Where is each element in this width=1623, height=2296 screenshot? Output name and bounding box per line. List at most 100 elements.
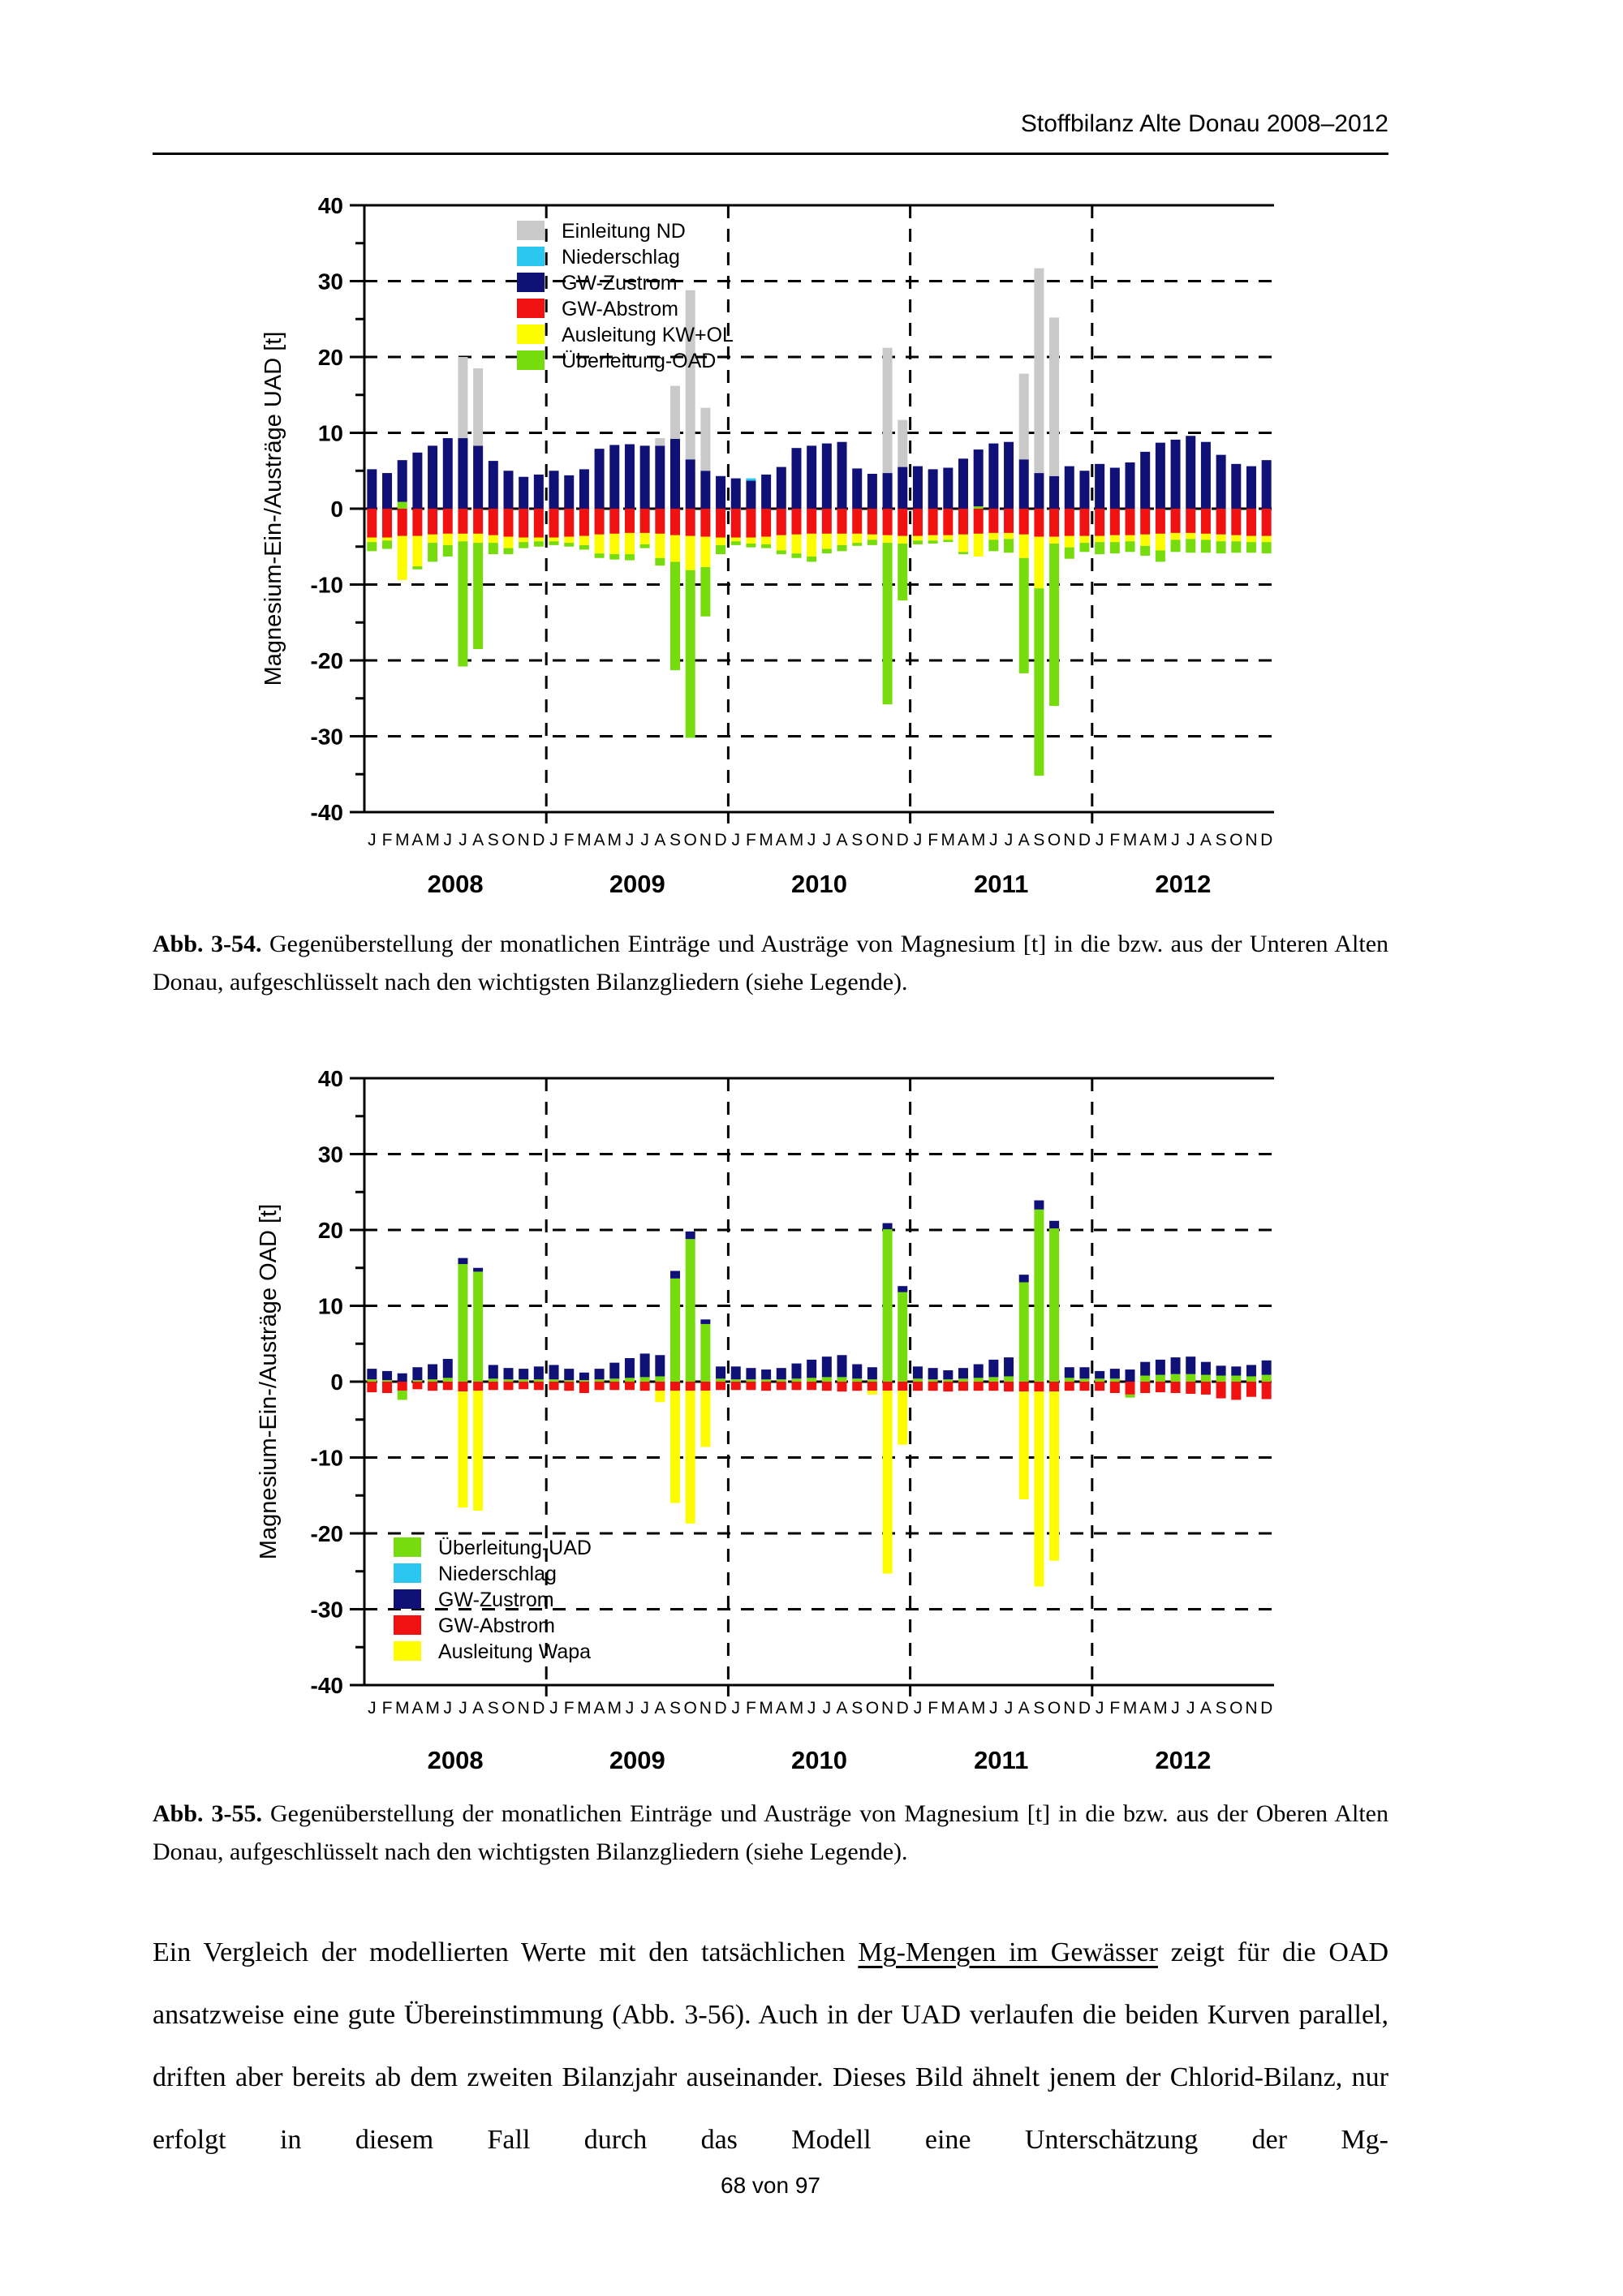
bar-segment [1170,439,1181,509]
bar-segment [1140,1375,1151,1382]
bar-segment [670,1391,681,1503]
bar-segment [488,535,498,544]
bar-segment [594,509,605,535]
bar-segment [549,471,559,509]
bar-segment [458,541,468,667]
y-tick-label: 10 [318,421,343,446]
bar-segment [655,445,665,509]
bar-segment [1155,533,1165,551]
year-label: 2010 [791,870,847,898]
bar-segment [1231,1382,1242,1400]
legend-swatch [394,1641,421,1661]
bar-segment [655,1355,665,1377]
bar-segment [412,452,423,509]
bar-segment [1216,534,1226,542]
bar-segment [1034,1391,1044,1587]
bar-segment [397,1373,407,1382]
bar-segment [1049,1391,1060,1561]
bar-segment [776,1382,786,1391]
month-label: S [1216,1699,1227,1718]
bar-segment [1079,535,1090,544]
bar-segment [1034,1200,1044,1210]
month-label: M [759,1699,773,1718]
bar-segment [533,1366,544,1380]
bar-segment [1186,539,1196,553]
bar-segment [412,509,423,536]
bar-segment [776,1368,786,1380]
bar-segment [1079,1378,1090,1382]
bar-segment [609,1378,620,1382]
bar-segment [700,407,711,471]
paragraph-segment: Ein Vergleich der modellierten Werte mit… [153,1937,859,1967]
bar-segment [488,1382,498,1391]
month-label: M [971,831,986,849]
legend-label: Niederschlag [438,1563,557,1585]
legend-label: Einleitung ND [562,220,686,243]
bar-segment [488,1378,498,1382]
bar-segment [1079,1367,1090,1379]
bar-segment [428,1364,438,1380]
month-label: O [1229,831,1242,849]
month-label: S [669,1699,681,1718]
bar-segment [1034,1382,1044,1392]
month-label: A [1200,1699,1212,1718]
bar-segment [503,536,514,548]
bar-segment [549,1382,559,1391]
bar-segment [412,535,423,567]
bar-segment [973,449,984,507]
month-label: O [1229,1699,1242,1718]
bar-segment [670,1278,681,1382]
bar-segment [1246,1365,1256,1377]
bar-segment [716,1378,726,1382]
bar-segment [579,509,589,536]
bar-segment [397,1391,407,1400]
bar-segment [1064,509,1074,536]
bar-segment [412,1382,423,1390]
y-tick-label: -30 [311,724,343,750]
bar-segment [670,385,681,439]
bar-segment [943,535,954,540]
bar-segment [579,544,589,550]
month-label: S [851,831,863,849]
y-tick-label: 40 [318,193,343,218]
month-label: J [549,831,558,849]
month-label: A [594,831,605,849]
bar-segment [1261,542,1272,554]
bar-segment [837,509,847,534]
bar-segment [1018,534,1029,558]
bar-segment [958,534,968,553]
bar-segment [837,1382,847,1392]
page-header: Stoffbilanz Alte Donau 2008–2012 [1020,110,1388,137]
bar-segment [503,471,514,509]
bar-segment [579,1372,589,1381]
bar-segment [533,1379,544,1382]
month-label: O [1048,831,1061,849]
month-label: S [488,1699,499,1718]
bar-segment [1109,1369,1120,1379]
month-label: F [746,1699,756,1718]
bar-segment [685,1391,695,1524]
bar-segment [1155,550,1165,562]
bar-segment [821,548,832,554]
bar-segment [746,1379,756,1382]
month-label: J [731,831,740,849]
bar-segment [1049,317,1060,476]
bar-segment [382,1380,393,1382]
month-label: M [395,831,410,849]
bar-segment [503,509,514,537]
bar-segment [1109,1378,1120,1382]
month-label: F [928,1699,938,1718]
header-rule [153,153,1388,155]
y-tick-label: 0 [330,497,343,522]
bar-segment [958,509,968,535]
bar-segment [1125,509,1135,535]
bar-segment [1155,1359,1165,1375]
bar-segment [761,544,772,548]
bar-segment [442,533,453,545]
bar-segment [1200,1361,1211,1375]
bar-segment [1231,1366,1242,1376]
bar-segment [579,535,589,545]
bar-segment [882,1382,893,1391]
month-label: O [502,831,514,849]
month-label: D [897,1699,909,1718]
